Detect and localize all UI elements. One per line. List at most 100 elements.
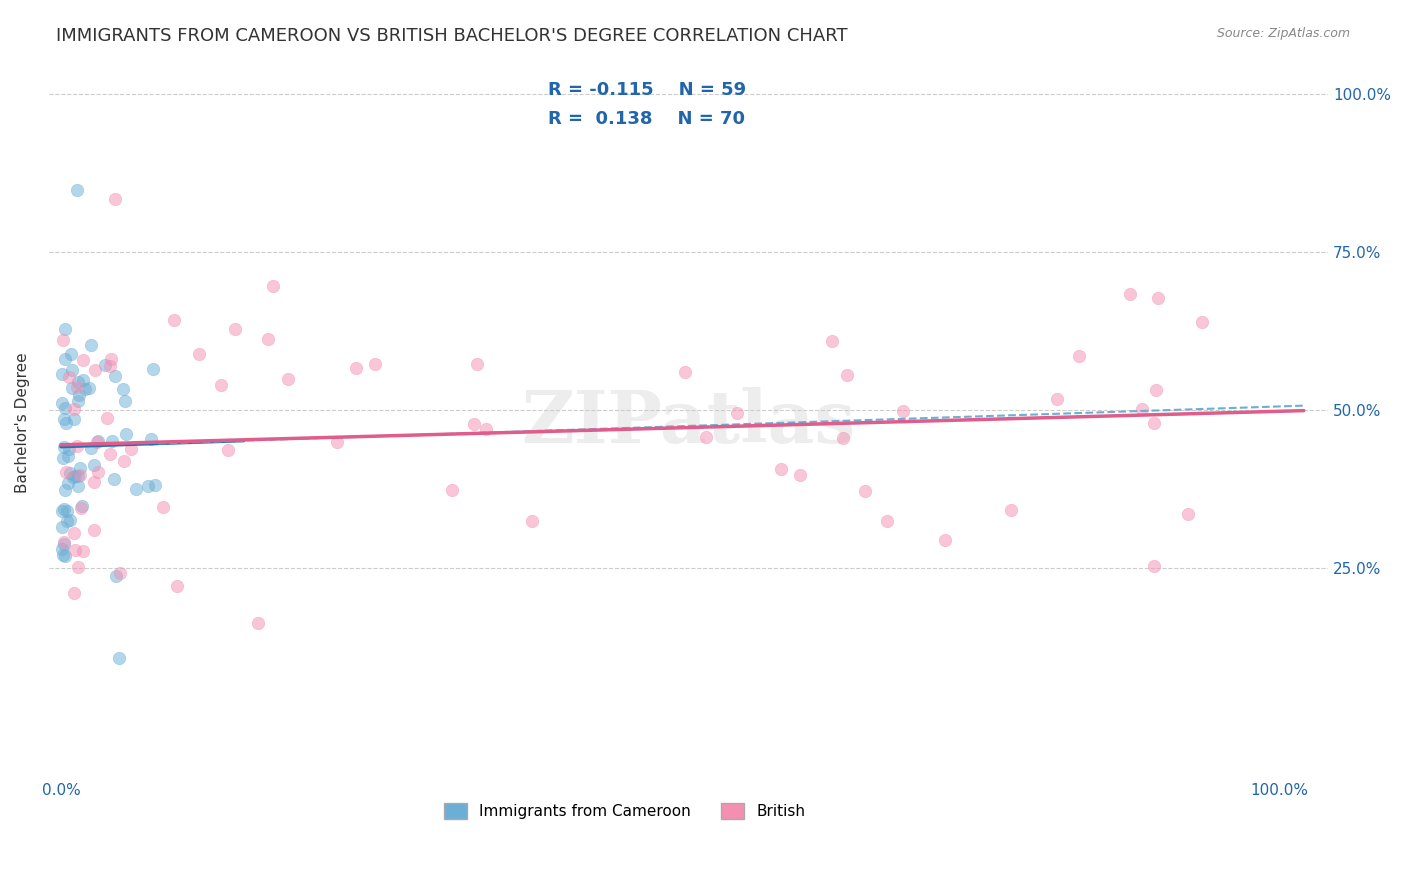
Point	[58, 442, 80, 456]
Point	[53, 537, 76, 551]
Text: IMMIGRANTS FROM CAMEROON VS BRITISH BACHELOR'S DEGREE CORRELATION CHART: IMMIGRANTS FROM CAMEROON VS BRITISH BACH…	[56, 27, 848, 45]
Point	[934, 533, 956, 548]
Point	[56, 515, 79, 529]
Point	[821, 334, 844, 348]
Point	[53, 549, 76, 564]
Point	[60, 380, 83, 394]
Point	[62, 469, 84, 483]
Point	[463, 417, 485, 432]
Point	[1147, 291, 1170, 305]
Point	[1144, 384, 1167, 398]
Point	[108, 650, 131, 665]
Point	[1000, 503, 1022, 517]
Point	[53, 351, 76, 366]
Point	[277, 372, 299, 386]
Point	[53, 440, 76, 454]
Point	[876, 514, 898, 528]
Point	[80, 338, 103, 352]
Point	[52, 412, 75, 426]
Point	[1177, 507, 1199, 521]
Point	[104, 369, 127, 384]
Point	[114, 393, 136, 408]
Point	[52, 535, 75, 549]
Point	[98, 359, 121, 373]
Point	[789, 468, 811, 483]
Point	[326, 435, 349, 450]
Text: Source: ZipAtlas.com: Source: ZipAtlas.com	[1216, 27, 1350, 40]
Point	[72, 543, 94, 558]
Point	[83, 523, 105, 537]
Point	[84, 363, 107, 377]
Point	[63, 586, 86, 600]
Point	[52, 450, 75, 465]
Point	[108, 566, 131, 581]
Point	[188, 347, 211, 361]
Point	[104, 568, 127, 582]
Point	[1067, 350, 1090, 364]
Point	[125, 482, 148, 496]
Point	[695, 429, 717, 443]
Point	[66, 468, 89, 483]
Point	[86, 434, 108, 448]
Point	[1119, 287, 1142, 301]
Point	[83, 458, 105, 473]
Point	[673, 365, 696, 379]
Point	[67, 388, 90, 402]
Point	[51, 541, 73, 556]
Text: R = -0.115    N = 59: R = -0.115 N = 59	[548, 81, 745, 99]
Point	[152, 500, 174, 515]
Point	[465, 357, 488, 371]
Point	[87, 465, 110, 479]
Point	[120, 442, 142, 456]
Point	[104, 192, 127, 206]
Point	[77, 381, 100, 395]
Point	[55, 416, 77, 430]
Point	[1046, 392, 1069, 406]
Point	[100, 352, 122, 367]
Point	[100, 434, 122, 449]
Point	[72, 373, 94, 387]
Point	[86, 435, 108, 450]
Point	[70, 500, 93, 515]
Point	[51, 396, 73, 410]
Point	[475, 422, 498, 436]
Point	[69, 461, 91, 475]
Point	[1143, 417, 1166, 431]
Text: R =  0.138    N = 70: R = 0.138 N = 70	[548, 110, 745, 128]
Point	[55, 465, 77, 479]
Point	[891, 403, 914, 417]
Point	[63, 525, 86, 540]
Point	[145, 478, 167, 492]
Point	[111, 382, 134, 396]
Point	[853, 483, 876, 498]
Point	[114, 427, 136, 442]
Point	[56, 476, 79, 491]
Point	[725, 407, 748, 421]
Point	[1191, 315, 1213, 329]
Point	[52, 548, 75, 562]
Point	[60, 347, 83, 361]
Point	[56, 450, 79, 464]
Point	[51, 504, 73, 518]
Point	[83, 475, 105, 489]
Point	[769, 462, 792, 476]
Point	[66, 379, 89, 393]
Point	[136, 479, 159, 493]
Point	[53, 483, 76, 497]
Point	[66, 183, 89, 197]
Point	[52, 333, 75, 347]
Point	[66, 479, 89, 493]
Point	[63, 401, 86, 416]
Point	[163, 313, 186, 327]
Point	[51, 520, 73, 534]
Point	[58, 467, 80, 481]
Point	[832, 431, 855, 445]
Point	[72, 352, 94, 367]
Point	[56, 504, 79, 518]
Point	[344, 360, 367, 375]
Point	[66, 394, 89, 409]
Point	[246, 616, 269, 631]
Y-axis label: Bachelor's Degree: Bachelor's Degree	[15, 352, 30, 492]
Point	[141, 361, 163, 376]
Point	[60, 363, 83, 377]
